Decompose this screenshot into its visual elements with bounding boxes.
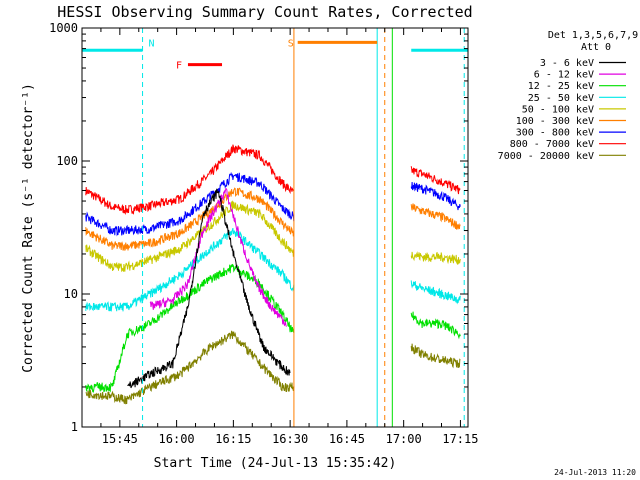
legend-header-line: Att 0 <box>581 42 611 53</box>
x-tick-label: 16:15 <box>215 432 251 446</box>
series-line-7-0 <box>127 188 291 389</box>
series-line-6-0 <box>149 187 287 327</box>
x-tick-label: 16:45 <box>329 432 365 446</box>
timestamp-stamp: 24-Jul-2013 11:20 <box>554 468 636 477</box>
legend-label: 6 - 12 keV <box>534 70 594 81</box>
plot-frame <box>81 27 469 428</box>
legend-label: 25 - 50 keV <box>528 93 594 104</box>
y-tick-label: 10 <box>64 287 78 301</box>
series-line-3-1 <box>410 251 461 266</box>
state-bar-label-S: S <box>288 38 294 49</box>
y-tick-label: 100 <box>56 154 78 168</box>
y-tick-label: 1000 <box>49 21 78 35</box>
x-axis-label: Start Time (24-Jul-13 15:35:42) <box>154 456 397 471</box>
x-tick-label: 17:00 <box>386 432 422 446</box>
series-line-1-0 <box>85 171 295 237</box>
series-line-4-0 <box>85 227 295 312</box>
state-bar-label-N: N <box>149 38 155 49</box>
series-line-2-0 <box>85 187 295 251</box>
legend-label: 100 - 300 keV <box>516 116 594 127</box>
series-line-4-1 <box>410 280 461 305</box>
series-line-0-1 <box>410 166 461 195</box>
series-line-8-0 <box>85 330 295 405</box>
series-line-5-1 <box>410 311 461 340</box>
series-line-8-1 <box>410 343 461 369</box>
series-line-0-0 <box>85 144 295 216</box>
x-tick-label: 16:30 <box>272 432 308 446</box>
legend-label: 300 - 800 keV <box>516 128 594 139</box>
x-tick-label: 16:00 <box>159 432 195 446</box>
state-bar-label-F: F <box>176 61 182 72</box>
legend-label: 50 - 100 keV <box>522 104 594 115</box>
series-line-2-1 <box>410 203 461 230</box>
x-tick-label: 17:15 <box>442 432 478 446</box>
legend-label: 800 - 7000 keV <box>510 139 594 150</box>
legend-label: 7000 - 20000 keV <box>498 151 594 162</box>
legend-label: 12 - 25 keV <box>528 81 594 92</box>
x-tick-label: 15:45 <box>102 432 138 446</box>
legend-header-line: Det 1,3,5,6,7,9, <box>548 30 640 41</box>
series-line-1-1 <box>410 181 461 211</box>
y-tick-label: 1 <box>71 420 78 434</box>
legend-label: 3 - 6 keV <box>540 58 594 69</box>
series-line-3-0 <box>85 200 295 273</box>
series-line-5-0 <box>85 263 295 394</box>
y-axis-label: Corrected Count Rate (s⁻¹ detector⁻¹) <box>21 83 36 373</box>
chart-title: HESSI Observing Summary Count Rates, Cor… <box>57 3 472 21</box>
